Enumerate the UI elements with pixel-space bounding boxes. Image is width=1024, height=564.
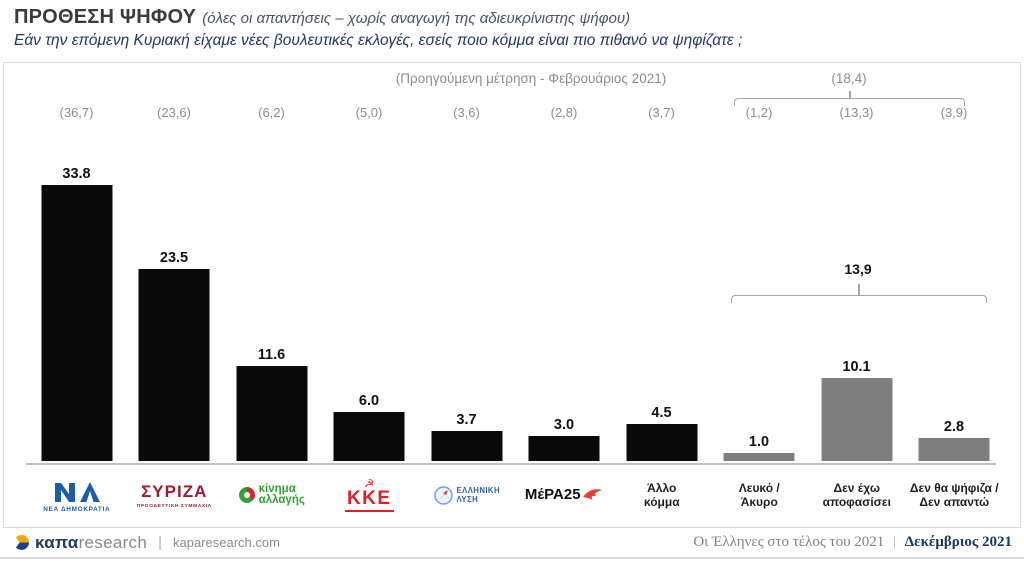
previous-value-label: (23,6) <box>157 105 191 120</box>
chart-column-3: (6,2) 11.6 κίνημα αλλαγής <box>223 63 321 527</box>
category-label: Δεν θα ψήφιζα / Δεν απαντώ <box>909 480 999 510</box>
previous-value-label: (3,6) <box>453 105 480 120</box>
chart-panel: (Προηγούμενη μέτρηση - Φεβρουάριος 2021)… <box>3 62 1021 528</box>
hammer-sickle-icon: ☭ <box>364 477 375 490</box>
bar-value-label: 4.5 <box>651 405 672 421</box>
category-label: Άλλο κόμμα <box>643 480 680 510</box>
party-logo-kinima-allagis: κίνημα αλλαγής <box>238 482 305 507</box>
title-line: ΠΡΟΘΕΣΗ ΨΗΦΟΥ (όλες οι απαντήσεις – χωρίς… <box>14 6 1014 29</box>
footer-report-info: Οι Έλληνες στο τέλος του 2021 | Δεκέμβρι… <box>693 534 1012 551</box>
bar <box>626 424 697 461</box>
previous-value-label: (6,2) <box>258 105 285 120</box>
page-title: ΠΡΟΘΕΣΗ ΨΗΦΟΥ <box>14 6 197 28</box>
bar <box>236 366 307 461</box>
category-label: Δεν έχω αποφασίσει <box>822 480 891 510</box>
kinima-allagis-logo-icon <box>238 487 255 503</box>
mera25-swallow-icon <box>582 489 602 500</box>
party-logo-kke: ☭ ΚΚΕ <box>344 477 394 512</box>
footer-separator: | <box>893 534 897 550</box>
report-title: Οι Έλληνες στο τέλος του 2021 <box>693 534 885 550</box>
nea-dimokratia-logo-text: ΝΕΑ ΔΗΜΟΚΡΑΤΙΑ <box>43 505 111 513</box>
bar-value-label: 2.8 <box>943 419 965 435</box>
previous-value-label: (3,7) <box>648 105 675 120</box>
previous-value-label: (3,9) <box>940 105 968 120</box>
page-title-note: (όλες οι απαντήσεις – χωρίς αναγωγή της … <box>202 10 631 27</box>
report-footer: καπαresearch | kaparesearch.com Οι Έλλην… <box>0 528 1024 559</box>
bar <box>431 431 502 461</box>
chart-column-10: (3,9) 2.8 Δεν θα ψήφιζα / Δεν απαντώ <box>905 63 1003 527</box>
mera25-logo-text: ΜέΡΑ25 <box>524 486 581 503</box>
bracket-tick <box>849 91 851 99</box>
x-axis-line <box>26 463 996 465</box>
category-label-box: ☭ ΚΚΕ <box>316 467 422 523</box>
party-logo-syriza: ΣΥΡΙΖΑ ΠΡΟΟΔΕΥΤΙΚΗ ΣΥΜΜΑΧΙΑ <box>137 482 212 509</box>
chart-column-4: (5,0) 6.0 ☭ ΚΚΕ <box>320 63 418 527</box>
kke-logo-text: ΚΚΕ <box>344 488 394 512</box>
brand-website: kaparesearch.com <box>173 535 280 550</box>
previous-value-label: (5,0) <box>355 105 383 120</box>
kapa-research-logo-icon <box>14 535 29 550</box>
chart-column-7: (3,7) 4.5 Άλλο κόμμα <box>613 63 711 527</box>
footer-brand: καπαresearch | kaparesearch.com <box>14 533 280 553</box>
category-label-box: Άλλο κόμμα <box>609 467 715 523</box>
previous-value-label: (2,8) <box>550 105 578 120</box>
bar-value-label: 10.1 <box>842 359 871 375</box>
previous-measurement-header: (Προηγούμενη μέτρηση - Φεβρουάριος 2021) <box>395 71 667 86</box>
category-label-box: ΕΛΛΗΝΙΚΗ ΛΥΣΗ <box>414 467 520 523</box>
chart-column-2: (23,6) 23.5 ΣΥΡΙΖΑ ΠΡΟΟΔΕΥΤΙΚΗ ΣΥΜΜΑΧΙΑ <box>125 63 223 527</box>
chart-column-9: (13,3) 10.1 Δεν έχω αποφασίσει <box>808 63 906 527</box>
bar <box>41 185 112 461</box>
elliniki-lysi-logo-icon <box>433 485 453 505</box>
bar <box>918 438 990 461</box>
category-label-box: ΜέΡΑ25 <box>511 467 617 523</box>
bar <box>528 436 600 461</box>
undecided-group-current-total: 13,9 <box>844 261 872 277</box>
bar-value-label: 11.6 <box>257 347 286 363</box>
bar <box>723 453 795 461</box>
bracket-tick <box>858 284 860 296</box>
nea-dimokratia-logo-icon <box>54 481 100 502</box>
party-logo-nea-dimokratia: ΝΕΑ ΔΗΜΟΚΡΑΤΙΑ <box>43 478 110 513</box>
bar <box>138 269 210 461</box>
category-label-box: Δεν θα ψήφιζα / Δεν απαντώ <box>901 467 1007 523</box>
undecided-group-bracket-previous <box>734 98 965 106</box>
category-label-box: ΝΕΑ ΔΗΜΟΚΡΑΤΙΑ <box>24 467 130 523</box>
bar-value-label: 6.0 <box>358 393 380 409</box>
report-header: ΠΡΟΘΕΣΗ ΨΗΦΟΥ (όλες οι απαντήσεις – χωρίς… <box>14 6 1014 50</box>
chart-column-5: (3,6) 3.7 ΕΛΛΗΝΙΚΗ ΛΥΣΗ <box>418 63 516 527</box>
category-label-box: ΣΥΡΙΖΑ ΠΡΟΟΔΕΥΤΙΚΗ ΣΥΜΜΑΧΙΑ <box>121 467 227 523</box>
survey-question: Εάν την επόμενη Κυριακή είχαμε νέες βουλ… <box>14 32 743 49</box>
undecided-group-bracket-current <box>731 295 987 303</box>
brand-name-light: research <box>78 532 148 552</box>
bar-value-label: 1.0 <box>748 434 770 450</box>
category-label-box: κίνημα αλλαγής <box>219 467 325 523</box>
previous-value-label: (36,7) <box>59 105 94 120</box>
party-logo-mera25: ΜέΡΑ25 <box>525 487 604 503</box>
previous-value-label: (1,2) <box>745 105 773 120</box>
undecided-group-previous-total: (18,4) <box>831 71 867 86</box>
bar <box>821 378 892 461</box>
bar <box>333 412 405 461</box>
chart-column-6: (2,8) 3.0 ΜέΡΑ25 <box>515 63 613 527</box>
category-label-box: Λευκό / Άκυρο <box>706 467 812 523</box>
kinima-allagis-logo-text: κίνημα αλλαγής <box>258 482 305 506</box>
previous-value-label: (13,3) <box>839 105 874 120</box>
bar-value-label: 3.0 <box>553 417 575 433</box>
category-label-box: Δεν έχω αποφασίσει <box>804 467 910 523</box>
brand-name-bold: καπα <box>35 532 79 552</box>
elliniki-lysi-logo-text: ΕΛΛΗΝΙΚΗ ΛΥΣΗ <box>456 486 500 504</box>
syriza-logo-subtext: ΠΡΟΟΔΕΥΤΙΚΗ ΣΥΜΜΑΧΙΑ <box>136 503 212 509</box>
bar-value-label: 23.5 <box>159 250 189 266</box>
syriza-logo-text: ΣΥΡΙΖΑ <box>141 481 208 501</box>
chart-column-1: (36,7) 33.8 ΝΕΑ ΔΗΜΟΚΡΑΤΙΑ <box>28 63 126 527</box>
bar-value-label: 33.8 <box>62 166 91 182</box>
footer-separator: | <box>158 534 163 551</box>
category-label: Λευκό / Άκυρο <box>738 480 780 510</box>
bar-value-label: 3.7 <box>456 412 477 428</box>
party-logo-elliniki-lysi: ΕΛΛΗΝΙΚΗ ΛΥΣΗ <box>433 485 501 505</box>
chart-column-8: (1,2) 1.0 Λευκό / Άκυρο <box>710 63 808 527</box>
report-date: Δεκέμβριος 2021 <box>904 534 1012 550</box>
